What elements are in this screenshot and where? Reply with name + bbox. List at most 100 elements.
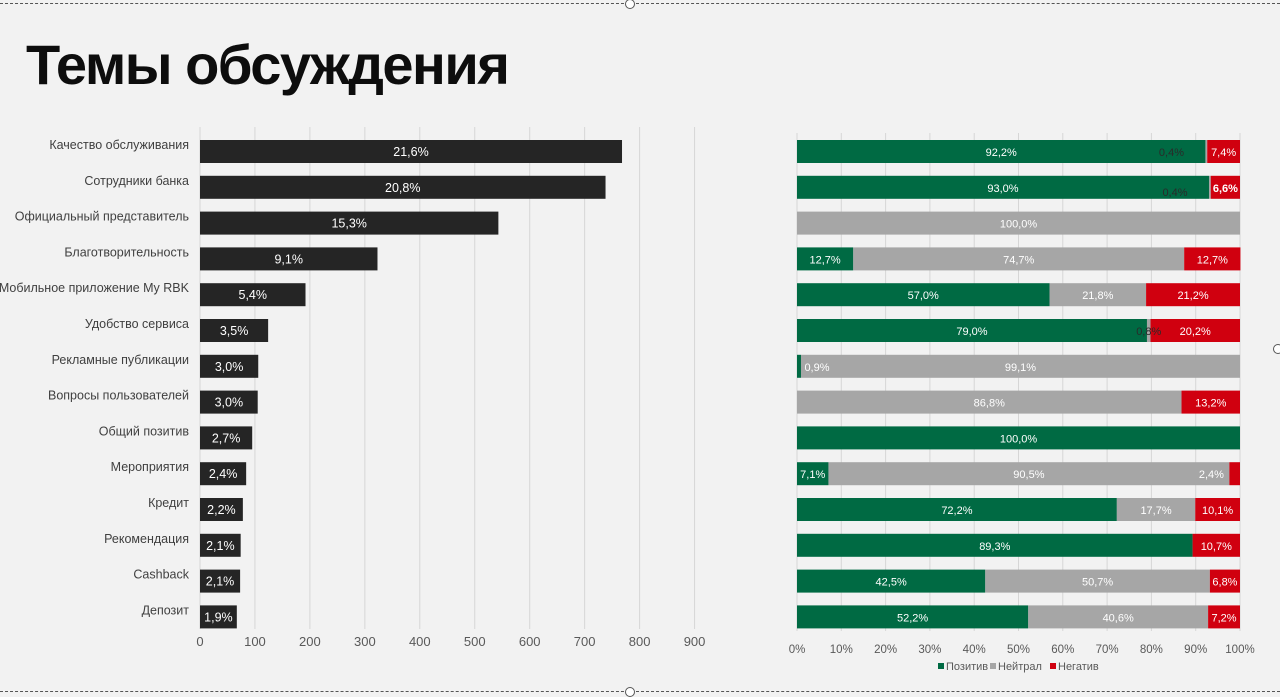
segment-neitral [853, 247, 1185, 271]
category-label: Общий позитив [99, 424, 190, 438]
bar-data-label: 20,8% [385, 181, 420, 195]
segment-negativ [1229, 462, 1240, 486]
segment-data-label: 40,6% [1103, 612, 1134, 624]
bar [200, 247, 378, 271]
segment-pozitiv [797, 605, 1029, 629]
bar-data-label: 15,3% [331, 217, 366, 231]
x-tick-label: 70% [1096, 644, 1119, 656]
segment-pozitiv [797, 247, 854, 271]
category-label: Кредит [148, 496, 189, 510]
segment-data-label: 7,1% [800, 469, 825, 481]
segment-data-label: 0,9% [804, 362, 829, 374]
segment-data-label: 57,0% [908, 290, 939, 302]
resize-handle-right[interactable] [1273, 344, 1280, 354]
x-tick-label: 40% [963, 644, 986, 656]
x-tick-label: 50% [1007, 644, 1030, 656]
segment-neitral [1205, 140, 1208, 163]
category-label: Сотрудники банка [84, 174, 189, 188]
segment-data-label: 0,8% [1136, 326, 1161, 338]
segment-neitral [1049, 283, 1147, 307]
category-label: Мероприятия [111, 460, 189, 474]
bar [200, 319, 269, 342]
bar-data-label: 3,5% [220, 324, 249, 338]
x-tick-label: 80% [1140, 644, 1163, 656]
x-tick-label: 20% [874, 644, 897, 656]
category-label: Cashback [133, 568, 189, 582]
segment-neitral [828, 462, 1230, 486]
segment-data-label: 17,7% [1140, 505, 1171, 517]
segment-pozitiv [797, 462, 829, 486]
segment-data-label: 99,1% [1005, 362, 1036, 374]
page-title: Темы обсуждения [26, 33, 510, 96]
segment-data-label: 100,0% [1000, 219, 1038, 231]
segment-negativ [1208, 605, 1240, 629]
segment-pozitiv [797, 140, 1206, 163]
bar-data-label: 2,2% [207, 503, 236, 517]
segment-pozitiv [797, 175, 1209, 199]
segment-neitral [985, 569, 1210, 593]
legend-swatch [938, 663, 944, 669]
bar [200, 283, 306, 307]
segment-data-label: 92,2% [986, 147, 1017, 159]
segment-data-label: 2,4% [1199, 469, 1224, 481]
bar [200, 605, 237, 629]
bar [200, 462, 247, 486]
segment-neitral [1116, 498, 1196, 521]
category-label: Качество обслуживания [49, 138, 189, 152]
bar [200, 354, 259, 378]
x-tick-label: 10% [830, 644, 853, 656]
legend-label: Позитив [946, 661, 988, 673]
bar [200, 390, 258, 414]
x-tick-label: 90% [1184, 644, 1207, 656]
category-label: Мобильное приложение My RBK [0, 281, 190, 295]
segment-data-label: 7,4% [1211, 147, 1236, 159]
segment-pozitiv [797, 354, 801, 378]
x-tick-label: 800 [629, 634, 651, 649]
segment-pozitiv [797, 533, 1193, 557]
segment-negativ [1181, 390, 1240, 414]
segment-neitral [1146, 319, 1151, 342]
x-tick-label: 100 [244, 634, 266, 649]
bar-data-label: 2,1% [206, 575, 235, 589]
x-tick-label: 300 [354, 634, 376, 649]
slide-border-top [0, 3, 1280, 4]
legend-label: Негатив [1058, 661, 1099, 673]
bar-data-label: 5,4% [239, 288, 268, 302]
segment-data-label: 86,8% [974, 398, 1005, 410]
bar [200, 175, 606, 199]
segment-neitral [797, 211, 1240, 235]
bar-data-label: 2,1% [206, 539, 235, 553]
x-tick-label: 200 [299, 634, 321, 649]
bar-data-label: 2,4% [209, 467, 238, 481]
segment-negativ [1209, 569, 1240, 593]
x-tick-label: 500 [464, 634, 486, 649]
category-label: Вопросы пользователей [48, 389, 189, 403]
segment-data-label: 74,7% [1003, 254, 1034, 266]
x-tick-label: 100% [1225, 644, 1254, 656]
bar-data-label: 21,6% [393, 145, 428, 159]
bar-data-label: 9,1% [274, 252, 303, 266]
segment-pozitiv [797, 569, 986, 593]
segment-data-label: 6,6% [1213, 183, 1238, 195]
segment-data-label: 42,5% [876, 577, 907, 589]
segment-data-label: 21,2% [1177, 290, 1208, 302]
category-label: Удобство сервиса [85, 317, 189, 331]
segment-pozitiv [797, 498, 1117, 521]
segment-negativ [1184, 247, 1241, 271]
segment-data-label: 90,5% [1013, 469, 1044, 481]
legend-swatch [990, 663, 996, 669]
x-tick-label: 700 [574, 634, 596, 649]
segment-negativ [1192, 533, 1240, 557]
category-label: Депозит [142, 603, 190, 617]
segment-negativ [1146, 283, 1240, 307]
bar-data-label: 3,0% [215, 360, 244, 374]
x-tick-label: 600 [519, 634, 541, 649]
resize-handle-top[interactable] [625, 0, 635, 9]
x-tick-label: 30% [918, 644, 941, 656]
segment-neitral [797, 390, 1182, 414]
topics-count-chart: 0 100 200 300 400 500 600 700 800 900 Качество обс… [0, 127, 705, 649]
segment-pozitiv [797, 426, 1240, 450]
bar [200, 140, 623, 163]
segment-data-label: 20,2% [1180, 326, 1211, 338]
